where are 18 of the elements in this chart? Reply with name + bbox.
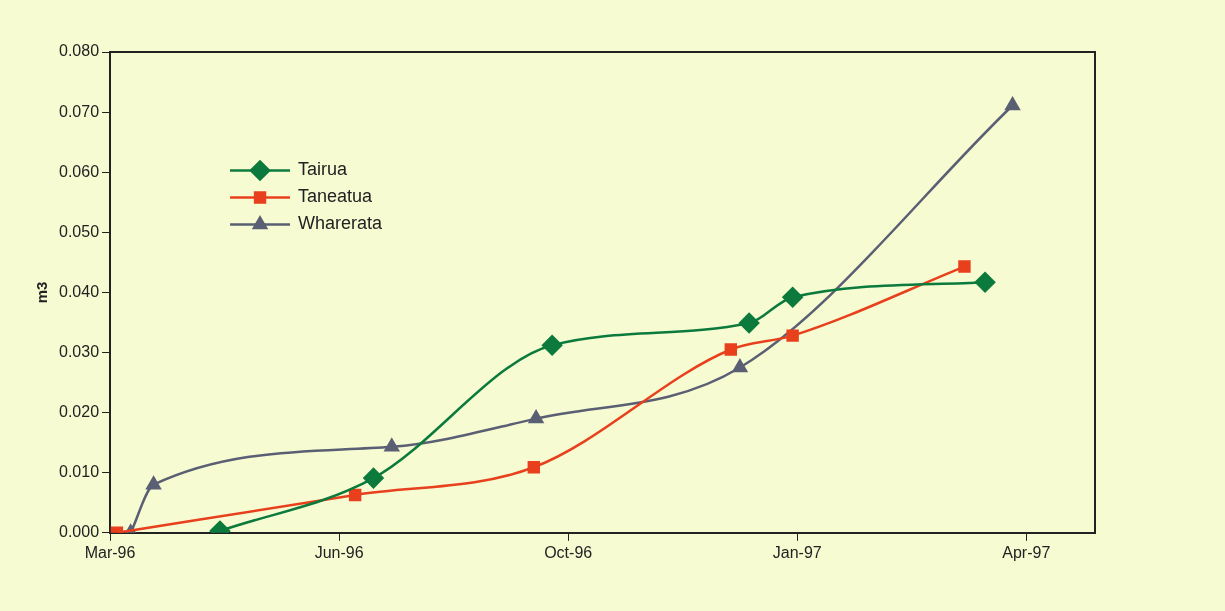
x-tick-label: Oct-96 (544, 543, 593, 561)
y-tick-label: 0.020 (58, 403, 100, 421)
y-tick-label: 0.080 (58, 42, 100, 60)
y-tick-label: 0.010 (58, 463, 100, 481)
y-tick-label: 0.030 (58, 342, 100, 360)
y-tick-label: 0.060 (58, 162, 100, 180)
y-tick-label: 0.040 (58, 282, 100, 300)
y-tick-label: 0.070 (58, 102, 100, 120)
legend-label: Taneatua (298, 186, 374, 207)
legend-label: Wharerata (298, 213, 384, 234)
x-tick-label: Mar-96 (84, 543, 136, 561)
x-tick-label: Jan-97 (772, 543, 822, 561)
y-axis-title: m3 (33, 281, 51, 304)
y-tick-label: 0.050 (58, 222, 100, 240)
legend-label: Tairua (298, 159, 349, 180)
y-tick-label: 0.000 (58, 523, 100, 541)
x-tick-label: Jun-96 (314, 543, 364, 561)
x-tick-label: Apr-97 (1002, 543, 1051, 561)
